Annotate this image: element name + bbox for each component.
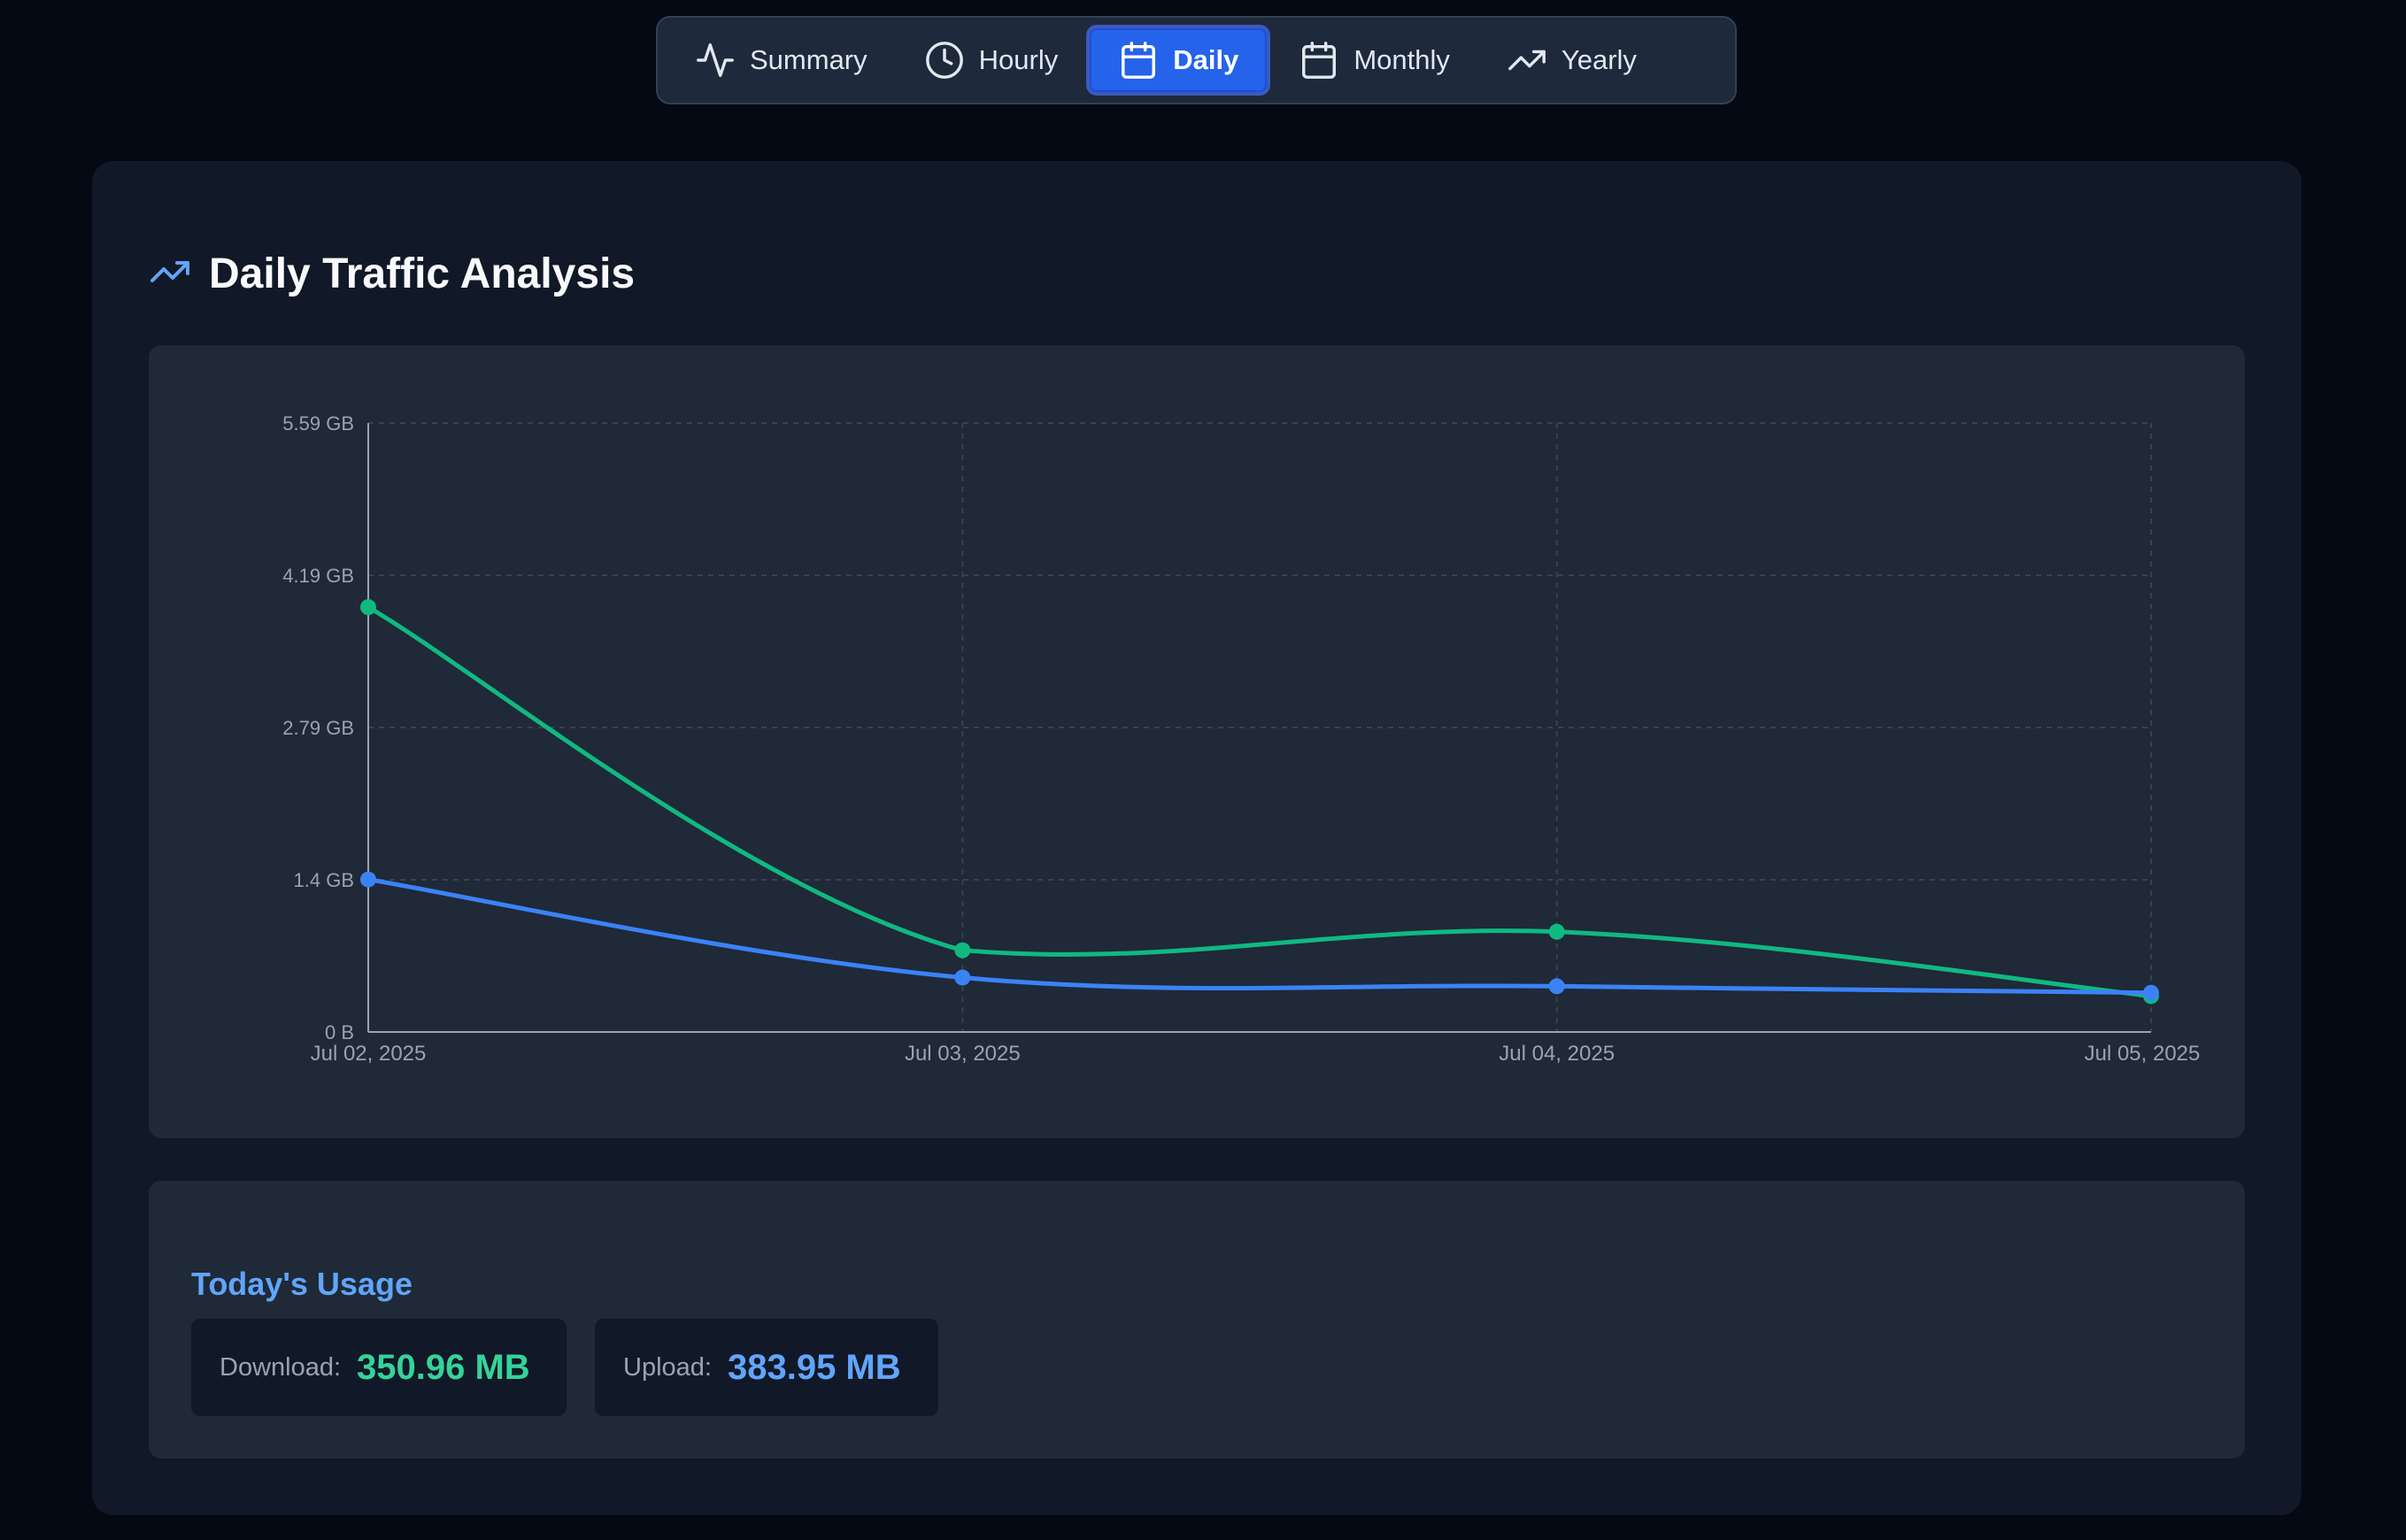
- y-tick-label: 2.79 GB: [282, 717, 354, 739]
- series-point-1: [360, 871, 376, 888]
- tab-daily[interactable]: Daily: [1086, 25, 1271, 96]
- trending-up-icon: [149, 250, 191, 297]
- card-header: Daily Traffic Analysis: [149, 250, 635, 298]
- series-line-0: [366, 604, 2154, 998]
- usage-panel: Today's Usage Download: 350.96 MB Upload…: [149, 1181, 2245, 1459]
- upload-label: Upload:: [623, 1352, 712, 1382]
- tab-summary[interactable]: Summary: [667, 25, 896, 96]
- tab-hourly-label: Hourly: [978, 44, 1059, 75]
- tab-yearly-label: Yearly: [1561, 44, 1637, 75]
- upload-stat: Upload: 383.95 MB: [595, 1319, 938, 1416]
- x-tick-label: Jul 03, 2025: [905, 1042, 1021, 1066]
- series-point-0: [360, 599, 376, 615]
- y-tick-label: 0 B: [325, 1021, 354, 1043]
- traffic-chart: 0 B 1.4 GB 2.79 GB 4.19 GB 5.59 GB Jul 02, 20…: [149, 345, 2245, 1138]
- page-title: Daily Traffic Analysis: [209, 250, 636, 297]
- download-stat: Download: 350.96 MB: [191, 1319, 567, 1416]
- trending-up-icon: [1507, 40, 1547, 81]
- x-tick-label: Jul 02, 2025: [311, 1042, 427, 1066]
- tab-daily-label: Daily: [1173, 44, 1239, 75]
- series-point-1: [1548, 978, 1565, 995]
- view-tabs: Summary Hourly Daily Monthly Yearly: [656, 16, 1737, 104]
- tab-yearly[interactable]: Yearly: [1478, 25, 1665, 96]
- usage-title: Today's Usage: [191, 1266, 413, 1302]
- traffic-card: Daily Traffic Analysis 0 B 1.4 GB 2.79 GB 4…: [92, 161, 2302, 1515]
- download-label: Download:: [220, 1352, 342, 1382]
- chart-svg: 0 B 1.4 GB 2.79 GB 4.19 GB 5.59 GB Jul 02, 20…: [282, 412, 2201, 1066]
- x-tick-label: Jul 04, 2025: [1499, 1042, 1615, 1066]
- tab-hourly[interactable]: Hourly: [896, 25, 1087, 96]
- y-tick-label: 4.19 GB: [282, 565, 354, 587]
- download-value: 350.96 MB: [357, 1347, 530, 1387]
- clock-icon: [924, 40, 965, 81]
- upload-value: 383.95 MB: [727, 1347, 901, 1387]
- y-tick-label: 1.4 GB: [294, 869, 354, 891]
- calendar-icon: [1299, 40, 1339, 81]
- series-point-0: [1548, 923, 1565, 940]
- tab-summary-label: Summary: [750, 44, 868, 75]
- calendar-icon: [1118, 40, 1159, 81]
- tab-monthly-label: Monthly: [1353, 44, 1450, 75]
- activity-icon: [695, 40, 736, 81]
- series-point-1: [954, 969, 971, 986]
- tab-monthly[interactable]: Monthly: [1270, 25, 1478, 96]
- series-point-1: [2143, 984, 2159, 1001]
- x-tick-label: Jul 05, 2025: [2085, 1042, 2201, 1066]
- series-point-0: [954, 942, 971, 959]
- y-tick-label: 5.59 GB: [282, 412, 354, 435]
- series-line-1: [366, 877, 2154, 996]
